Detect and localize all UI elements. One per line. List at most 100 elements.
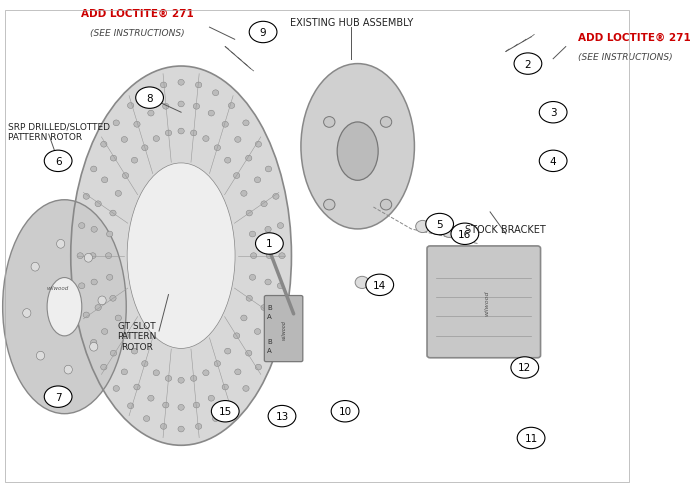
Ellipse shape bbox=[106, 232, 113, 238]
Text: EXISTING HUB ASSEMBLY: EXISTING HUB ASSEMBLY bbox=[290, 18, 413, 28]
Text: B: B bbox=[267, 338, 272, 344]
FancyBboxPatch shape bbox=[427, 246, 540, 358]
Text: (SEE INSTRUCTIONS): (SEE INSTRUCTIONS) bbox=[90, 29, 184, 38]
Text: 8: 8 bbox=[146, 93, 153, 103]
Text: 15: 15 bbox=[218, 407, 232, 416]
Circle shape bbox=[44, 151, 72, 172]
Ellipse shape bbox=[337, 122, 378, 181]
Text: 9: 9 bbox=[260, 28, 267, 38]
Text: B: B bbox=[267, 304, 272, 310]
Ellipse shape bbox=[127, 164, 234, 348]
Ellipse shape bbox=[64, 366, 72, 374]
Ellipse shape bbox=[134, 122, 140, 128]
Ellipse shape bbox=[91, 227, 97, 233]
Ellipse shape bbox=[178, 80, 184, 86]
Circle shape bbox=[331, 401, 359, 422]
Ellipse shape bbox=[234, 333, 240, 339]
Text: A: A bbox=[267, 314, 272, 320]
Ellipse shape bbox=[95, 202, 101, 207]
Ellipse shape bbox=[265, 340, 272, 346]
Ellipse shape bbox=[71, 67, 291, 446]
Ellipse shape bbox=[98, 296, 106, 305]
Ellipse shape bbox=[102, 329, 108, 335]
Ellipse shape bbox=[116, 191, 122, 197]
Text: 3: 3 bbox=[550, 108, 556, 118]
Text: 12: 12 bbox=[518, 363, 531, 373]
Ellipse shape bbox=[132, 158, 138, 164]
Ellipse shape bbox=[241, 315, 247, 321]
Ellipse shape bbox=[113, 386, 120, 391]
Ellipse shape bbox=[266, 253, 272, 259]
Ellipse shape bbox=[234, 137, 241, 143]
Ellipse shape bbox=[178, 129, 184, 135]
Ellipse shape bbox=[22, 309, 31, 318]
Text: wilwood: wilwood bbox=[281, 319, 286, 339]
Text: 11: 11 bbox=[524, 433, 538, 443]
Ellipse shape bbox=[141, 145, 148, 151]
Ellipse shape bbox=[141, 361, 148, 367]
Ellipse shape bbox=[116, 315, 122, 321]
Text: 4: 4 bbox=[550, 157, 556, 166]
Text: SRP DRILLED/SLOTTED
PATTERN ROTOR: SRP DRILLED/SLOTTED PATTERN ROTOR bbox=[8, 122, 110, 142]
Ellipse shape bbox=[160, 424, 167, 429]
Circle shape bbox=[539, 102, 567, 123]
Ellipse shape bbox=[160, 83, 167, 89]
Ellipse shape bbox=[241, 191, 247, 197]
Ellipse shape bbox=[165, 376, 172, 382]
Ellipse shape bbox=[246, 296, 253, 302]
Ellipse shape bbox=[261, 202, 267, 207]
Ellipse shape bbox=[102, 178, 108, 183]
Text: 5: 5 bbox=[436, 220, 443, 229]
Ellipse shape bbox=[121, 369, 127, 375]
Ellipse shape bbox=[90, 343, 98, 351]
Ellipse shape bbox=[203, 136, 209, 142]
Ellipse shape bbox=[380, 117, 392, 128]
Circle shape bbox=[366, 275, 393, 296]
Ellipse shape bbox=[225, 158, 231, 164]
Text: ADD LOCTITE® 271: ADD LOCTITE® 271 bbox=[578, 33, 691, 42]
Text: 2: 2 bbox=[524, 60, 531, 69]
Circle shape bbox=[539, 151, 567, 172]
Circle shape bbox=[426, 214, 454, 235]
Ellipse shape bbox=[178, 426, 184, 432]
Ellipse shape bbox=[208, 111, 214, 117]
Ellipse shape bbox=[323, 200, 335, 210]
Ellipse shape bbox=[222, 122, 228, 128]
Text: ADD LOCTITE® 271: ADD LOCTITE® 271 bbox=[80, 8, 193, 19]
Circle shape bbox=[211, 401, 239, 422]
Text: 16: 16 bbox=[458, 229, 472, 239]
Ellipse shape bbox=[144, 91, 150, 97]
Ellipse shape bbox=[277, 283, 284, 289]
Ellipse shape bbox=[234, 369, 241, 375]
Ellipse shape bbox=[243, 386, 249, 391]
Circle shape bbox=[511, 357, 538, 378]
Text: 14: 14 bbox=[373, 280, 386, 290]
Ellipse shape bbox=[323, 117, 335, 128]
Ellipse shape bbox=[153, 136, 160, 142]
Circle shape bbox=[44, 386, 72, 407]
Text: 6: 6 bbox=[55, 157, 62, 166]
Ellipse shape bbox=[416, 221, 430, 233]
Ellipse shape bbox=[36, 351, 45, 360]
Ellipse shape bbox=[106, 275, 113, 281]
Circle shape bbox=[249, 22, 277, 43]
Ellipse shape bbox=[190, 131, 197, 137]
Ellipse shape bbox=[254, 329, 260, 335]
FancyArrowPatch shape bbox=[264, 237, 293, 314]
Ellipse shape bbox=[178, 378, 184, 384]
Ellipse shape bbox=[31, 263, 39, 271]
Ellipse shape bbox=[273, 194, 279, 200]
Ellipse shape bbox=[134, 385, 140, 390]
Ellipse shape bbox=[249, 275, 256, 281]
Circle shape bbox=[451, 224, 479, 245]
Ellipse shape bbox=[380, 200, 392, 210]
Ellipse shape bbox=[77, 253, 83, 259]
Ellipse shape bbox=[122, 333, 129, 339]
Text: GT SLOT
PATTERN
ROTOR: GT SLOT PATTERN ROTOR bbox=[118, 321, 157, 351]
Ellipse shape bbox=[145, 94, 154, 103]
Ellipse shape bbox=[243, 121, 249, 126]
Ellipse shape bbox=[90, 253, 96, 259]
Ellipse shape bbox=[101, 142, 107, 148]
Ellipse shape bbox=[178, 102, 184, 108]
Text: 13: 13 bbox=[275, 411, 288, 421]
